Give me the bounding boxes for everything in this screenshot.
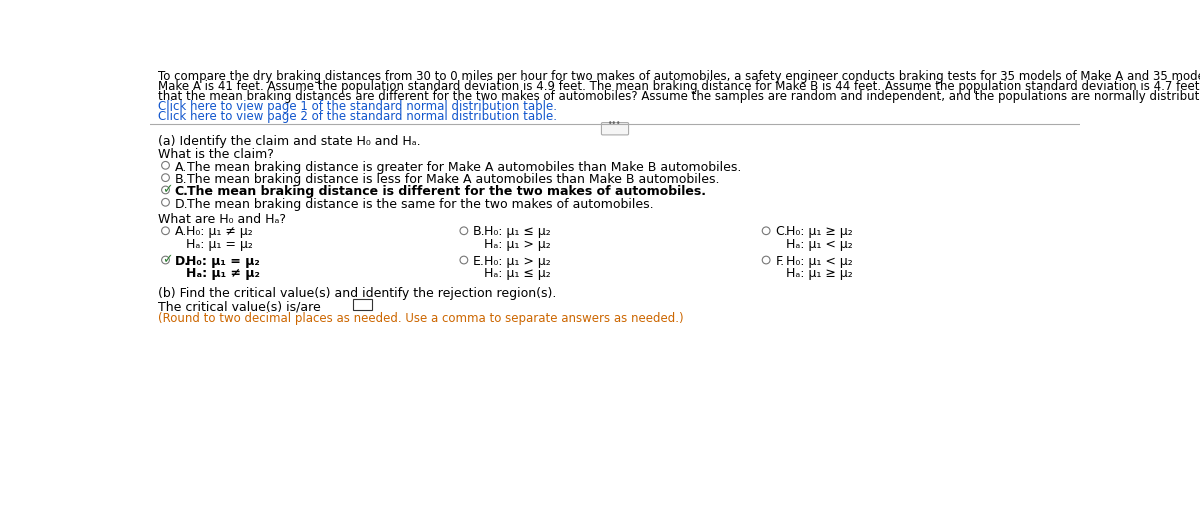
- Text: C.: C.: [175, 185, 188, 198]
- Text: Hₐ: μ₁ ≠ μ₂: Hₐ: μ₁ ≠ μ₂: [186, 267, 259, 280]
- Text: ✓: ✓: [162, 183, 172, 196]
- Text: that the mean braking distances are different for the two makes of automobiles? : that the mean braking distances are diff…: [157, 90, 1200, 103]
- Text: E.: E.: [473, 255, 485, 268]
- Text: What is the claim?: What is the claim?: [157, 148, 274, 162]
- Text: The mean braking distance is the same for the two makes of automobiles.: The mean braking distance is the same fo…: [187, 197, 654, 211]
- Text: Hₐ: μ₁ = μ₂: Hₐ: μ₁ = μ₂: [186, 238, 252, 250]
- Text: To compare the dry braking distances from 30 to 0 miles per hour for two makes o: To compare the dry braking distances fro…: [157, 70, 1200, 83]
- Text: What are H₀ and Hₐ?: What are H₀ and Hₐ?: [157, 213, 286, 226]
- Text: •••: •••: [608, 119, 622, 128]
- Text: H₀: μ₁ ≥ μ₂: H₀: μ₁ ≥ μ₂: [786, 225, 853, 238]
- Text: Click here to view page 2 of the standard normal distribution table.: Click here to view page 2 of the standar…: [157, 110, 557, 123]
- Text: (b) Find the critical value(s) and identify the rejection region(s).: (b) Find the critical value(s) and ident…: [157, 287, 556, 300]
- Text: H₀: μ₁ = μ₂: H₀: μ₁ = μ₂: [186, 255, 259, 268]
- Text: C.: C.: [775, 225, 788, 238]
- Text: ✓: ✓: [162, 254, 172, 267]
- Text: (a) Identify the claim and state H₀ and Hₐ.: (a) Identify the claim and state H₀ and …: [157, 134, 420, 147]
- Text: F.: F.: [775, 255, 785, 268]
- Text: (Round to two decimal places as needed. Use a comma to separate answers as neede: (Round to two decimal places as needed. …: [157, 313, 683, 325]
- Text: H₀: μ₁ < μ₂: H₀: μ₁ < μ₂: [786, 255, 853, 268]
- Text: H₀: μ₁ ≤ μ₂: H₀: μ₁ ≤ μ₂: [484, 225, 551, 238]
- Text: Hₐ: μ₁ ≥ μ₂: Hₐ: μ₁ ≥ μ₂: [786, 267, 853, 280]
- Text: Hₐ: μ₁ > μ₂: Hₐ: μ₁ > μ₂: [484, 238, 551, 250]
- Text: Click here to view page 1 of the standard normal distribution table.: Click here to view page 1 of the standar…: [157, 100, 557, 113]
- FancyBboxPatch shape: [601, 123, 629, 135]
- Text: D.: D.: [175, 255, 190, 268]
- Text: B.: B.: [175, 173, 187, 186]
- Text: A.: A.: [175, 161, 187, 174]
- Text: Make A is 41 feet. Assume the population standard deviation is 4.9 feet. The mea: Make A is 41 feet. Assume the population…: [157, 80, 1200, 93]
- Text: The mean braking distance is less for Make A automobiles than Make B automobiles: The mean braking distance is less for Ma…: [187, 173, 720, 186]
- Text: The critical value(s) is/are: The critical value(s) is/are: [157, 300, 320, 313]
- Text: D.: D.: [175, 197, 188, 211]
- Text: H₀: μ₁ > μ₂: H₀: μ₁ > μ₂: [484, 255, 551, 268]
- Text: Hₐ: μ₁ < μ₂: Hₐ: μ₁ < μ₂: [786, 238, 853, 250]
- Text: A.: A.: [175, 225, 187, 238]
- Text: Hₐ: μ₁ ≤ μ₂: Hₐ: μ₁ ≤ μ₂: [484, 267, 551, 280]
- Text: The mean braking distance is different for the two makes of automobiles.: The mean braking distance is different f…: [187, 185, 706, 198]
- FancyBboxPatch shape: [353, 299, 372, 310]
- Text: H₀: μ₁ ≠ μ₂: H₀: μ₁ ≠ μ₂: [186, 225, 252, 238]
- Text: The mean braking distance is greater for Make A automobiles than Make B automobi: The mean braking distance is greater for…: [187, 161, 742, 174]
- Text: B.: B.: [473, 225, 486, 238]
